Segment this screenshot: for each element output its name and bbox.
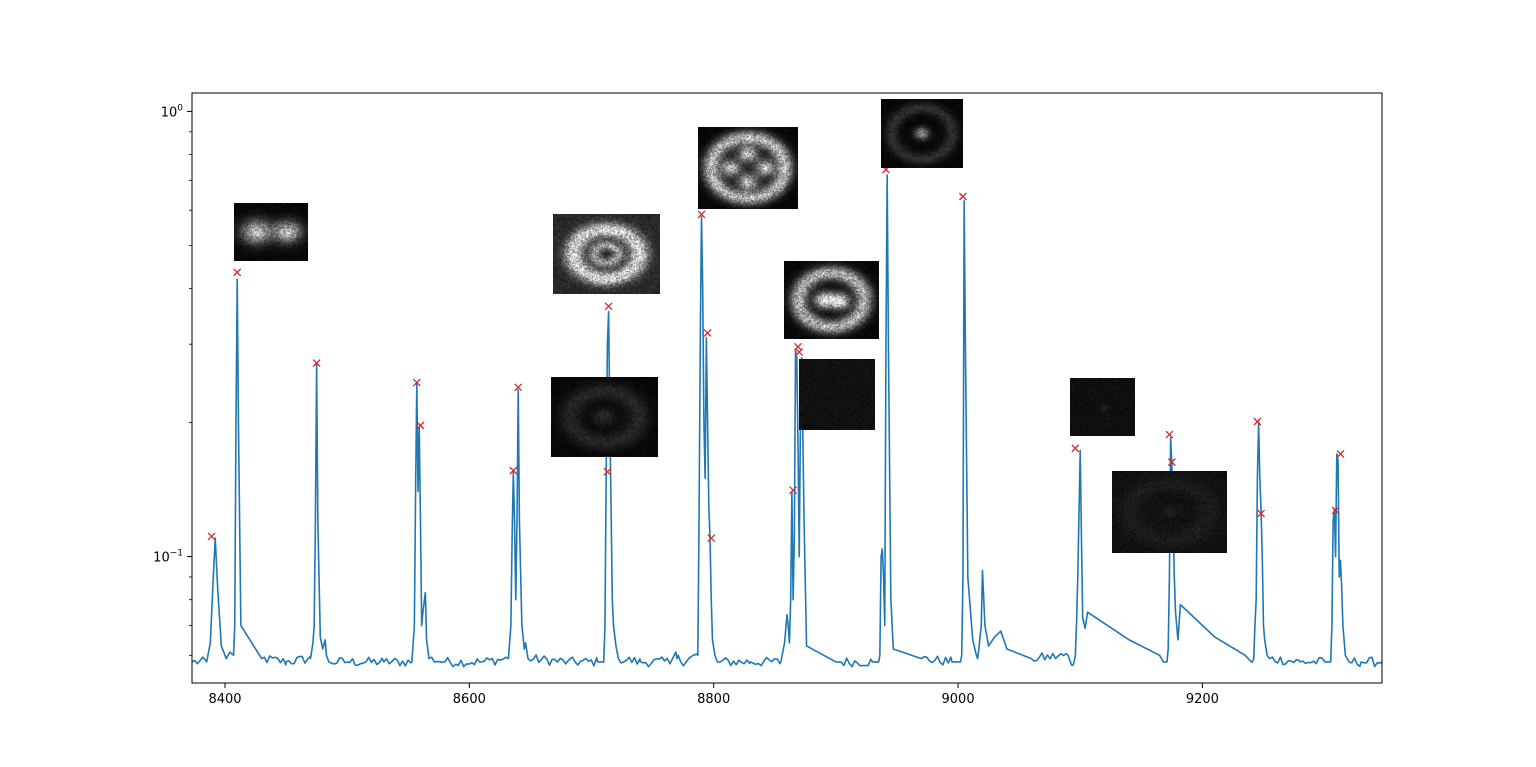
peak-marker [789,486,798,495]
y-tick-label: 100 [161,103,184,120]
inset-images [234,99,1227,553]
peak-marker [1257,509,1266,518]
peak-marker [207,532,216,541]
peak-marker [233,268,242,277]
inset-noise-b [1070,378,1135,436]
peak-marker [1336,450,1345,458]
axes-frame [191,92,1383,684]
x-tick-label: 8400 [208,692,241,707]
inset-faint-ring-b [1112,471,1227,553]
peak-marker [1253,417,1262,426]
peak-marker [795,348,804,357]
inset-center-spot [881,99,963,168]
inset-ring [553,214,660,294]
peak-marker [1331,506,1340,515]
peak-marker [416,421,425,430]
peak-marker [509,466,518,475]
inset-noise-a [799,359,875,430]
inset-four-lobe-ring [698,127,798,209]
peak-markers [207,165,1345,543]
peak-marker [707,534,716,543]
x-tick-label: 8800 [697,692,730,707]
x-tick-label: 9000 [942,692,975,707]
inset-two-spot-ring [784,261,879,339]
x-axis: 8400 8600 8800 9000 9200 [208,683,1219,707]
peak-marker [312,359,321,368]
x-tick-label: 9200 [1186,692,1219,707]
peak-marker [1071,444,1080,453]
peak-marker [697,210,706,219]
peak-marker [1165,430,1174,439]
peak-marker [958,192,967,201]
y-axis: 100 10−1 [153,103,192,656]
peak-marker [603,467,612,476]
inset-faint-ring [551,377,658,457]
inset-two-lobe [234,203,308,261]
peak-marker [604,302,613,311]
y-tick-label: 10−1 [153,549,183,566]
peak-marker [1167,458,1176,467]
peak-marker [514,383,523,392]
peak-marker [703,328,712,337]
x-tick-label: 8600 [453,692,486,707]
peak-marker [412,378,421,387]
